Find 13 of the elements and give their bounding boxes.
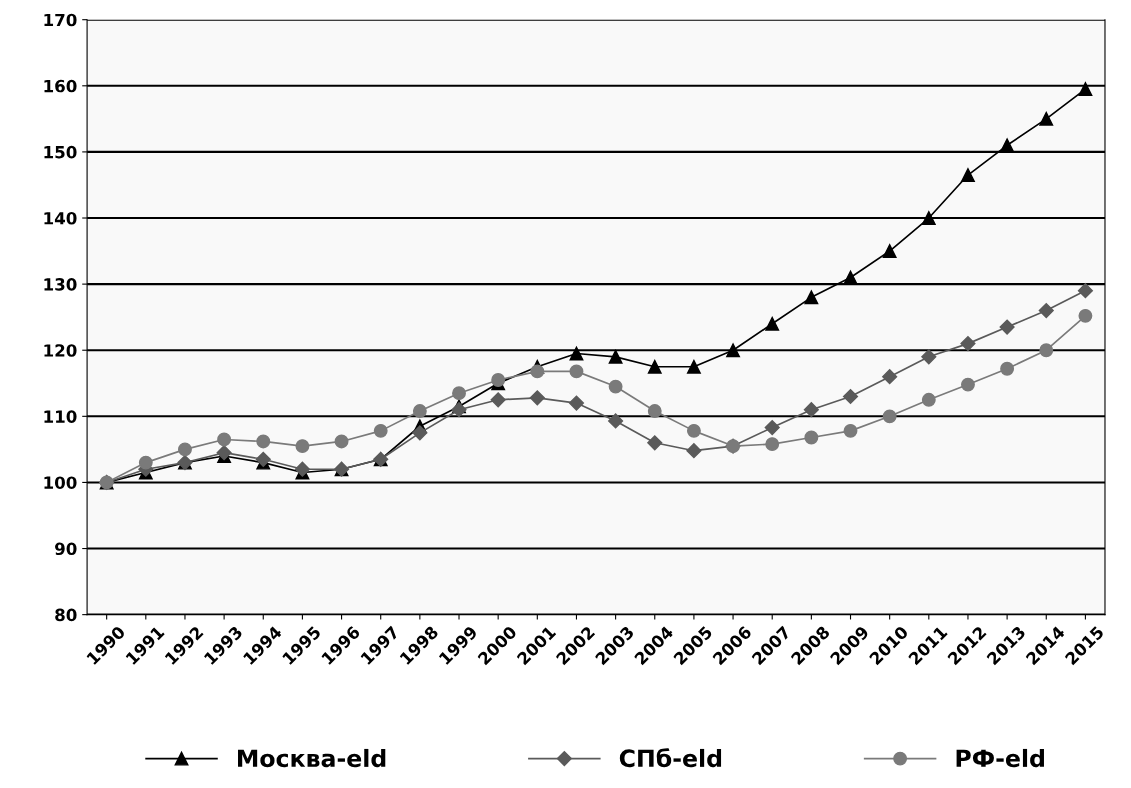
- legend-label: СПб-eld: [619, 748, 722, 768]
- y-tick-label: 140: [44, 211, 77, 225]
- y-tick-label: 110: [44, 410, 77, 423]
- y-tick-label: 120: [44, 344, 77, 357]
- y-tick-label: 80: [55, 608, 77, 622]
- y-tick-label: 90: [55, 542, 77, 556]
- y-tick-label: 160: [44, 79, 77, 93]
- y-tick-label: 170: [44, 13, 77, 27]
- y-tick-label: 130: [44, 278, 77, 291]
- y-tick-label: 150: [44, 145, 77, 159]
- legend-label: РФ-eld: [956, 748, 1044, 768]
- legend-label: Москва-eld: [238, 748, 386, 768]
- y-tick-label: 100: [44, 476, 77, 489]
